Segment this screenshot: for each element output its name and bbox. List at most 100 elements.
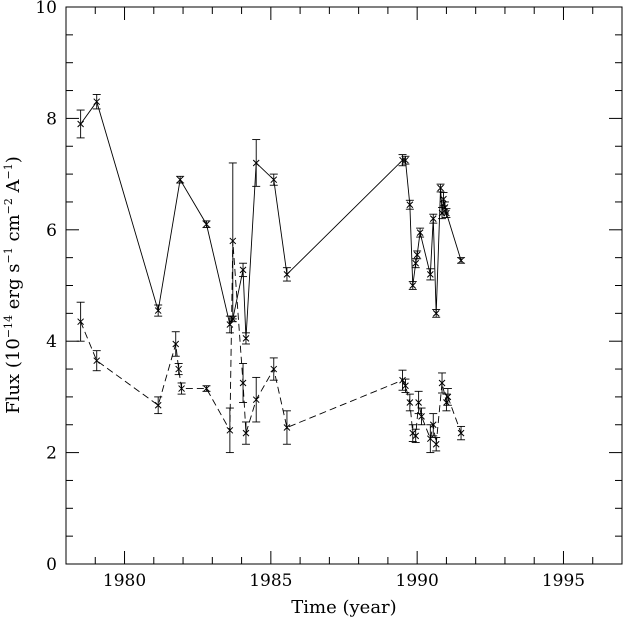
cross-marker (409, 282, 417, 289)
cross-marker (402, 156, 409, 164)
data-point (154, 304, 163, 317)
cross-marker (154, 401, 162, 409)
cross-marker (242, 335, 250, 342)
data-point (417, 407, 426, 426)
data-point (436, 183, 445, 193)
data-point (401, 155, 410, 165)
y-axis-title: Flux (10−14 erg s−1 cm−2 A−1) (2, 156, 24, 414)
data-point (269, 173, 278, 186)
data-point (176, 175, 185, 184)
data-point (241, 332, 250, 345)
cross-marker (226, 426, 234, 434)
axis-ticks (65, 6, 623, 565)
cross-marker (270, 365, 278, 373)
data-point (408, 281, 417, 290)
cross-marker (399, 376, 406, 384)
y-tick-label: 0 (46, 555, 57, 575)
cross-marker (413, 251, 421, 259)
cross-marker (438, 379, 446, 387)
cross-marker (418, 413, 425, 420)
cross-marker (426, 435, 434, 443)
data-point (202, 385, 211, 392)
data-point (429, 413, 438, 437)
y-tick-label: 2 (46, 444, 57, 464)
series-line (80, 240, 462, 445)
data-point (401, 378, 410, 393)
data-point (171, 331, 180, 357)
cross-marker (77, 120, 84, 128)
y-tick-label: 8 (46, 109, 57, 129)
cross-marker (203, 220, 210, 228)
data-point (438, 372, 447, 394)
cross-marker (440, 195, 447, 203)
cross-marker (412, 259, 420, 267)
data-point (225, 407, 234, 454)
series-solid (76, 93, 466, 345)
data-point (177, 382, 186, 395)
series-line (80, 100, 462, 339)
data-point (241, 421, 250, 445)
data-point (76, 109, 85, 139)
cross-marker (229, 237, 237, 245)
data-point (405, 199, 414, 210)
data-point (92, 93, 101, 110)
data-point (432, 309, 441, 318)
cross-marker (77, 318, 84, 326)
data-point (239, 363, 248, 403)
x-tick-label: 1985 (249, 571, 292, 591)
series-dashed (76, 162, 466, 454)
cross-marker (252, 396, 260, 404)
cross-marker (172, 340, 180, 348)
data-point (411, 428, 420, 444)
cross-marker (176, 176, 184, 184)
data-point (282, 410, 291, 445)
y-tick-label: 10 (35, 0, 57, 18)
data-point (429, 213, 438, 224)
cross-marker (270, 176, 278, 184)
data-point (426, 268, 435, 281)
cross-marker (242, 429, 250, 437)
y-tick-label: 4 (46, 332, 57, 352)
cross-marker (441, 204, 449, 211)
data-point (411, 258, 420, 269)
cross-marker (175, 365, 183, 373)
series-layer (76, 93, 466, 454)
cross-marker (402, 382, 409, 390)
cross-marker (239, 379, 247, 387)
data-point (239, 262, 248, 278)
data-point (282, 267, 291, 282)
x-axis-title: Time (year) (291, 597, 396, 618)
data-point (174, 363, 183, 376)
cross-marker (443, 399, 450, 406)
cross-marker (429, 215, 437, 223)
plot-frame (65, 6, 623, 565)
data-point (443, 388, 452, 406)
tick-labels: 1980 1985 1990 1995 0 2 4 6 8 10 (35, 0, 585, 591)
cross-marker (283, 424, 291, 431)
data-point (416, 227, 425, 238)
cross-marker (444, 393, 452, 401)
x-tick-label: 1990 (396, 571, 439, 591)
data-point (413, 250, 422, 260)
data-point (405, 393, 414, 412)
cross-marker (252, 159, 260, 167)
cross-marker (429, 421, 437, 429)
data-point (426, 424, 435, 454)
cross-marker (443, 209, 450, 217)
cross-marker (399, 156, 406, 164)
cross-marker (239, 266, 247, 274)
cross-marker (406, 399, 414, 406)
cross-marker (178, 385, 185, 392)
data-point (154, 396, 163, 415)
data-point (457, 257, 466, 264)
cross-marker (283, 271, 291, 278)
cross-marker (437, 184, 444, 192)
data-point (442, 208, 451, 218)
cross-marker (416, 229, 424, 236)
cross-marker (412, 432, 420, 440)
data-point (252, 139, 261, 187)
cross-marker (93, 357, 101, 365)
x-tick-label: 1995 (542, 571, 585, 591)
cross-marker (432, 309, 440, 317)
